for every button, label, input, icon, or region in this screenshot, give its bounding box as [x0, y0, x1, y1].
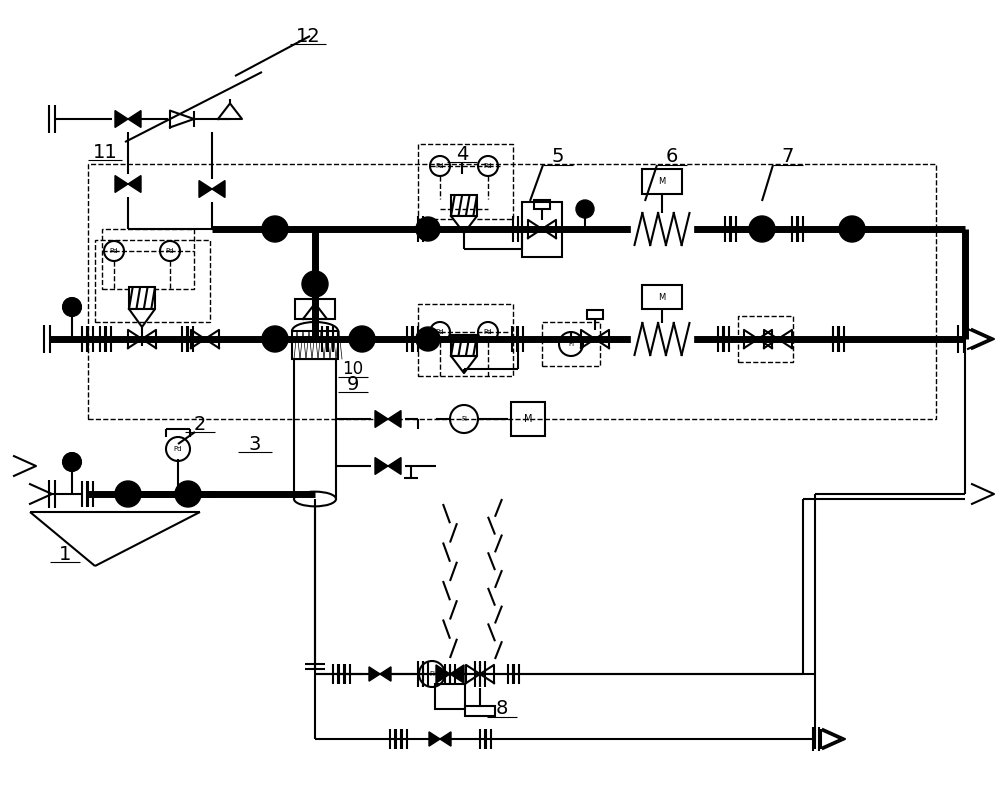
- Polygon shape: [440, 732, 451, 746]
- Text: 12: 12: [296, 26, 320, 45]
- Polygon shape: [450, 665, 464, 683]
- Bar: [542, 322, 600, 366]
- Text: Pd: Pd: [484, 329, 492, 335]
- Polygon shape: [212, 180, 225, 198]
- Circle shape: [416, 327, 440, 351]
- Bar: [451, 195, 477, 216]
- Text: Pd: Pd: [174, 446, 182, 452]
- Polygon shape: [388, 457, 401, 475]
- Circle shape: [115, 481, 141, 507]
- Bar: [642, 285, 682, 309]
- Circle shape: [839, 216, 865, 242]
- Polygon shape: [388, 410, 401, 427]
- Polygon shape: [115, 110, 128, 128]
- Polygon shape: [128, 110, 141, 128]
- Bar: [129, 287, 155, 309]
- Text: 6: 6: [666, 148, 678, 167]
- Polygon shape: [115, 175, 128, 192]
- Circle shape: [63, 453, 81, 471]
- Text: 2: 2: [194, 414, 206, 434]
- Bar: [294, 359, 336, 499]
- Polygon shape: [380, 667, 391, 681]
- Circle shape: [63, 298, 81, 316]
- Text: Pd: Pd: [110, 248, 118, 254]
- Text: FI: FI: [461, 416, 467, 422]
- Polygon shape: [369, 667, 380, 681]
- Text: M: M: [524, 414, 532, 424]
- Ellipse shape: [294, 491, 336, 507]
- Bar: [738, 316, 793, 362]
- Polygon shape: [128, 175, 141, 192]
- Polygon shape: [429, 732, 440, 746]
- Circle shape: [416, 217, 440, 241]
- Bar: [292, 331, 338, 359]
- Polygon shape: [199, 180, 212, 198]
- Bar: [295, 299, 335, 319]
- Text: 5: 5: [552, 148, 564, 167]
- Bar: [102, 229, 194, 289]
- Polygon shape: [436, 665, 450, 683]
- Text: LI: LI: [312, 306, 318, 312]
- Bar: [418, 304, 513, 376]
- Bar: [587, 310, 603, 318]
- Circle shape: [349, 326, 375, 352]
- Text: FI: FI: [429, 671, 435, 677]
- Text: PI: PI: [568, 341, 574, 347]
- Polygon shape: [375, 410, 388, 427]
- Circle shape: [576, 200, 594, 218]
- Circle shape: [262, 216, 288, 242]
- Circle shape: [175, 481, 201, 507]
- Text: 1: 1: [59, 545, 71, 564]
- Text: 11: 11: [93, 142, 117, 161]
- Bar: [642, 169, 682, 194]
- Bar: [511, 402, 545, 436]
- Circle shape: [302, 271, 328, 297]
- Text: Pd: Pd: [484, 163, 492, 169]
- Polygon shape: [375, 457, 388, 475]
- Text: M: M: [658, 177, 666, 186]
- Text: 4: 4: [456, 145, 468, 164]
- Polygon shape: [451, 356, 477, 373]
- Bar: [435, 684, 465, 709]
- Polygon shape: [451, 216, 477, 233]
- Text: 10: 10: [342, 360, 364, 378]
- Polygon shape: [129, 309, 155, 327]
- Text: Pd: Pd: [166, 248, 174, 254]
- Text: Pd: Pd: [436, 163, 444, 169]
- Text: M: M: [658, 292, 666, 302]
- Bar: [534, 200, 550, 209]
- Bar: [522, 202, 562, 257]
- Text: 8: 8: [496, 700, 508, 719]
- Bar: [451, 335, 477, 356]
- Bar: [88, 164, 936, 419]
- Text: 9: 9: [347, 375, 359, 394]
- Circle shape: [749, 216, 775, 242]
- Bar: [418, 144, 513, 219]
- Text: Pd: Pd: [436, 329, 444, 335]
- Text: 7: 7: [782, 148, 794, 167]
- Circle shape: [262, 326, 288, 352]
- Bar: [465, 706, 495, 716]
- Bar: [95, 240, 210, 322]
- Text: 3: 3: [249, 434, 261, 453]
